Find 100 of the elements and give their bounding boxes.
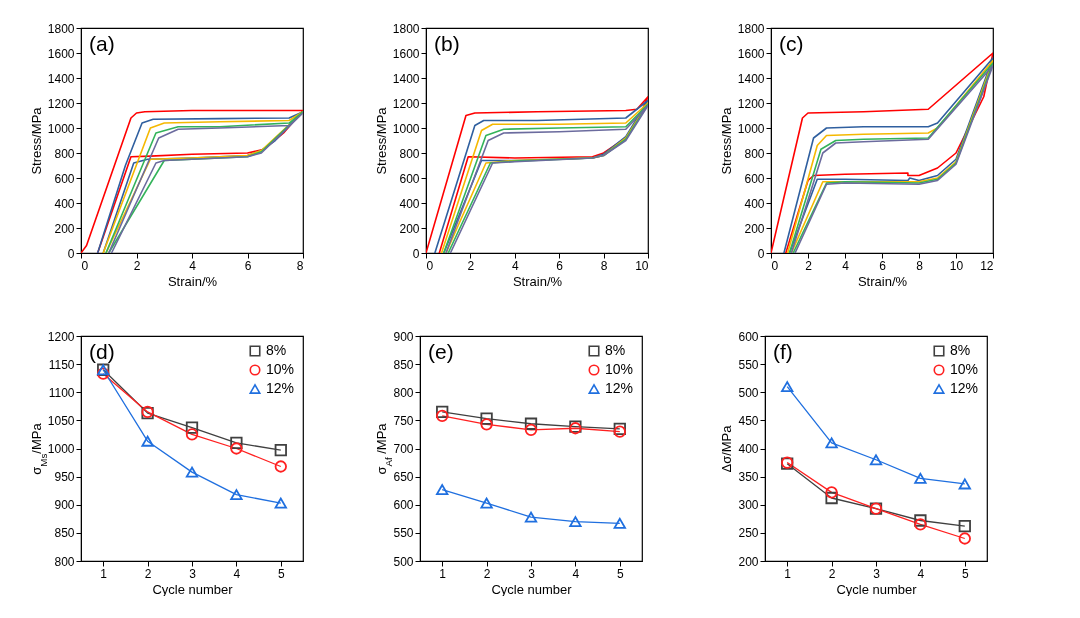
y-tick-label: 1200: [47, 329, 75, 344]
chart-title: (b): [434, 32, 460, 55]
y-tick-label: 600: [738, 329, 759, 344]
x-tick-label: 3: [528, 566, 536, 581]
point: [869, 454, 883, 466]
y-tick-label: 1800: [47, 21, 75, 36]
legend-label: 8%: [266, 342, 287, 358]
x-tick-label: 6: [244, 258, 252, 273]
y-tick-label: 800: [399, 146, 420, 161]
y-tick-label: 200: [399, 221, 420, 236]
x-tick-label: 1: [100, 566, 108, 581]
chart-title: (c): [779, 32, 804, 55]
y-tick-label: 1000: [47, 442, 75, 456]
y-tick-label: 1400: [737, 71, 765, 86]
point: [524, 511, 538, 523]
y-tick-label: 1000: [392, 121, 420, 136]
y-tick-label: 850: [393, 357, 414, 372]
y-tick-label: 400: [738, 442, 759, 456]
point: [230, 489, 243, 501]
y-tick-label: 800: [54, 554, 75, 569]
y-tick-label: 1000: [737, 121, 765, 136]
y-tick-label: 500: [393, 554, 414, 569]
y-tick-label: 500: [738, 385, 759, 400]
x-tick-label: 2: [467, 258, 475, 273]
chart-title: (e): [428, 340, 454, 363]
x-tick-label: 3: [873, 566, 881, 581]
y-tick-label: 400: [744, 196, 765, 211]
y-tick-label: 0: [757, 246, 765, 261]
x-tick-label: 8: [916, 258, 924, 273]
point: [185, 428, 199, 441]
point: [613, 517, 626, 529]
y-tick-label: 900: [393, 329, 414, 344]
x-tick-label: 3: [189, 566, 197, 581]
y-tick-label: 800: [393, 385, 414, 400]
legend-label: 8%: [605, 342, 626, 358]
y-tick-label: 450: [738, 413, 759, 428]
point: [958, 478, 971, 490]
x-tick-label: 5: [277, 566, 285, 581]
y-tick-label: 1600: [737, 46, 765, 61]
y-axis-title: Stress/MPa: [28, 106, 44, 175]
y-tick-label: 700: [393, 442, 414, 456]
point: [914, 514, 927, 527]
y-tick-label: 850: [54, 526, 75, 541]
y-tick-label: 600: [393, 498, 414, 513]
point: [230, 436, 243, 450]
point: [825, 437, 838, 449]
point: [141, 435, 154, 447]
point: [185, 421, 199, 434]
x-tick-label: 4: [233, 566, 241, 581]
x-tick-label: 2: [144, 566, 152, 581]
y-tick-label: 800: [54, 146, 75, 161]
x-tick-label: 4: [917, 566, 925, 581]
y-tick-label: 550: [393, 526, 414, 541]
x-tick-label: 0: [771, 258, 779, 273]
x-tick-label: 2: [828, 566, 836, 581]
chart-title: (d): [89, 340, 115, 363]
point: [274, 444, 287, 457]
y-tick-label: 1800: [737, 21, 765, 36]
point: [230, 442, 243, 455]
legend-label: 12%: [266, 380, 295, 396]
y-tick-label: 750: [393, 413, 414, 428]
x-tick-label: 2: [805, 258, 813, 273]
x-tick-label: 8: [296, 258, 304, 273]
chart-title: (a): [89, 32, 115, 55]
y-tick-label: 1600: [392, 46, 420, 61]
x-axis-title: Cycle number: [491, 581, 573, 597]
point: [185, 466, 199, 478]
y-tick-label: 200: [744, 221, 765, 236]
point: [480, 497, 493, 509]
y-tick-label: 200: [54, 221, 75, 236]
y-tick-label: 1000: [47, 121, 75, 136]
point: [274, 497, 287, 509]
y-tick-label: 1200: [47, 96, 75, 111]
y-tick-label: 1050: [47, 413, 75, 428]
x-tick-label: 0: [426, 258, 434, 273]
y-tick-label: 900: [54, 498, 75, 513]
y-tick-label: 1150: [48, 357, 75, 372]
x-tick-label: 4: [189, 258, 197, 273]
point: [436, 484, 449, 495]
legend-label: 10%: [605, 361, 634, 377]
point: [825, 486, 838, 499]
y-axis-title: Δσ/MPa: [719, 424, 735, 473]
x-tick-label: 5: [961, 566, 969, 581]
x-axis-title: Cycle number: [836, 581, 918, 597]
point: [958, 519, 971, 533]
point: [524, 417, 538, 430]
x-tick-label: 6: [879, 258, 887, 273]
y-tick-label: 600: [399, 171, 420, 186]
point: [436, 409, 449, 423]
x-tick-label: 1: [439, 566, 447, 581]
point: [781, 381, 794, 393]
x-tick-label: 4: [572, 566, 580, 581]
point: [97, 367, 110, 380]
point: [436, 405, 449, 419]
legend-label: 8%: [950, 342, 971, 358]
y-tick-label: 0: [412, 246, 420, 261]
y-tick-label: 350: [738, 470, 759, 485]
x-tick-label: 10: [949, 258, 964, 273]
legend-label: 10%: [266, 361, 295, 377]
y-tick-label: 1100: [48, 385, 75, 400]
